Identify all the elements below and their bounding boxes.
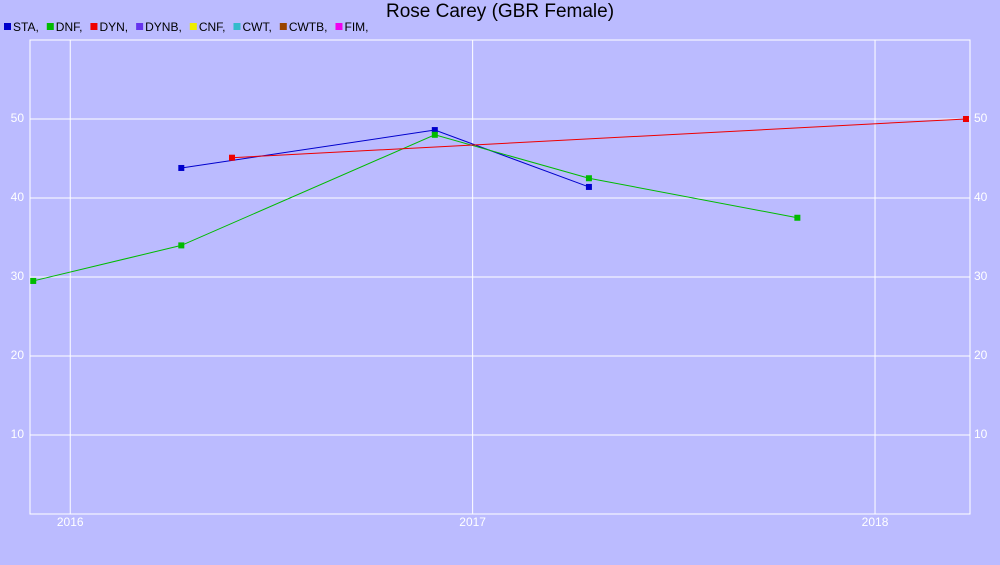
legend-label: CNF,: [199, 20, 226, 34]
legend-swatch: [90, 23, 98, 30]
point: [178, 164, 185, 171]
y-tick-label: 40: [11, 190, 25, 204]
legend-label: CWTB,: [289, 20, 328, 34]
legend-swatch: [136, 23, 144, 30]
point: [431, 127, 438, 134]
series-line: [231, 118, 967, 159]
y-tick-label: 20: [11, 348, 25, 362]
y2-tick-label: 20: [974, 348, 988, 362]
legend-swatch: [4, 23, 11, 30]
chart-title: Rose Carey (GBR Female): [386, 1, 614, 22]
legend-swatch: [46, 23, 54, 30]
point: [431, 131, 438, 138]
legend-swatch: [335, 23, 343, 30]
x-tick-label: 2016: [57, 515, 84, 529]
point: [229, 154, 236, 161]
legend-label: DYNB,: [145, 20, 182, 34]
point: [585, 183, 592, 190]
legend-label: STA,: [13, 20, 39, 34]
legend-swatch: [233, 23, 241, 30]
legend-swatch: [189, 23, 197, 30]
y-tick-label: 30: [11, 269, 25, 283]
legend-label: DYN,: [99, 20, 128, 34]
y2-tick-label: 30: [974, 269, 988, 283]
y-tick-label: 50: [11, 111, 25, 125]
legend-label: FIM,: [344, 20, 368, 34]
y-tick-label: 10: [11, 427, 25, 441]
point: [585, 175, 592, 182]
point: [794, 214, 801, 221]
point: [178, 242, 185, 249]
legend-label: CWT,: [242, 20, 271, 34]
y2-tick-label: 10: [974, 427, 988, 441]
y2-tick-label: 50: [974, 111, 988, 125]
legend-label: DNF,: [56, 20, 83, 34]
legend-swatch: [279, 23, 287, 30]
y2-tick-label: 40: [974, 190, 988, 204]
point: [30, 277, 37, 284]
x-tick-label: 2017: [459, 515, 486, 529]
x-tick-label: 2018: [862, 515, 889, 529]
point: [962, 116, 969, 122]
